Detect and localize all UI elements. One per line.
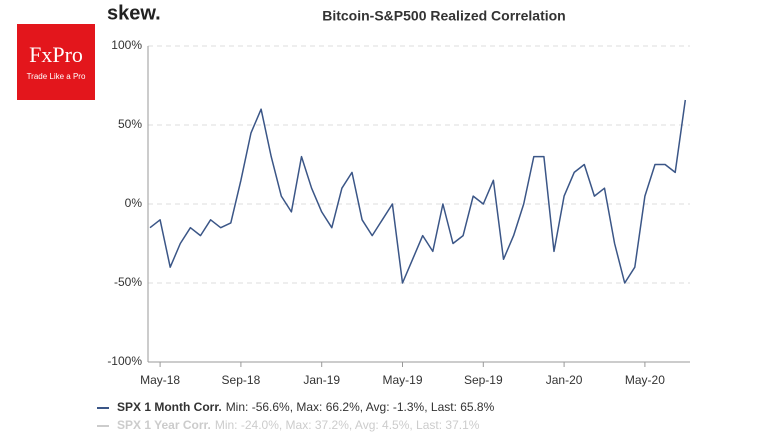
x-tick-label: Sep-19 bbox=[464, 373, 503, 387]
y-tick-label: 50% bbox=[118, 117, 142, 131]
source-logo: skew. bbox=[107, 2, 161, 24]
x-tick-label: Jan-19 bbox=[303, 373, 340, 387]
x-tick-label: Jan-20 bbox=[546, 373, 583, 387]
legend-entry: SPX 1 Year Corr. Min: -24.0%, Max: 37.2%,… bbox=[117, 418, 480, 432]
legend-stats: Min: -24.0%, Max: 37.2%, Avg: 4.5%, Last… bbox=[215, 418, 480, 432]
logo-name: FxPro bbox=[29, 42, 83, 67]
y-tick-label: 100% bbox=[111, 38, 142, 52]
legend-stats: Min: -56.6%, Max: 66.2%, Avg: -1.3%, Las… bbox=[226, 400, 495, 414]
logo-tagline: Trade Like a Pro bbox=[27, 72, 86, 81]
legend-entry: SPX 1 Month Corr. Min: -56.6%, Max: 66.2%… bbox=[117, 400, 495, 414]
chart-title: Bitcoin-S&P500 Realized Correlation bbox=[322, 8, 566, 24]
x-tick-label: May-18 bbox=[140, 373, 180, 387]
legend-name: SPX 1 Year Corr. bbox=[117, 418, 211, 432]
y-tick-label: -50% bbox=[114, 275, 142, 289]
fxpro-logo bbox=[17, 24, 95, 100]
legend-name: SPX 1 Month Corr. bbox=[117, 400, 222, 414]
series-line bbox=[149, 99, 687, 284]
y-tick-label: -100% bbox=[107, 354, 142, 368]
y-tick-label: 0% bbox=[125, 196, 143, 210]
x-tick-label: May-19 bbox=[382, 373, 422, 387]
x-tick-label: May-20 bbox=[625, 373, 665, 387]
x-tick-label: Sep-18 bbox=[222, 373, 261, 387]
